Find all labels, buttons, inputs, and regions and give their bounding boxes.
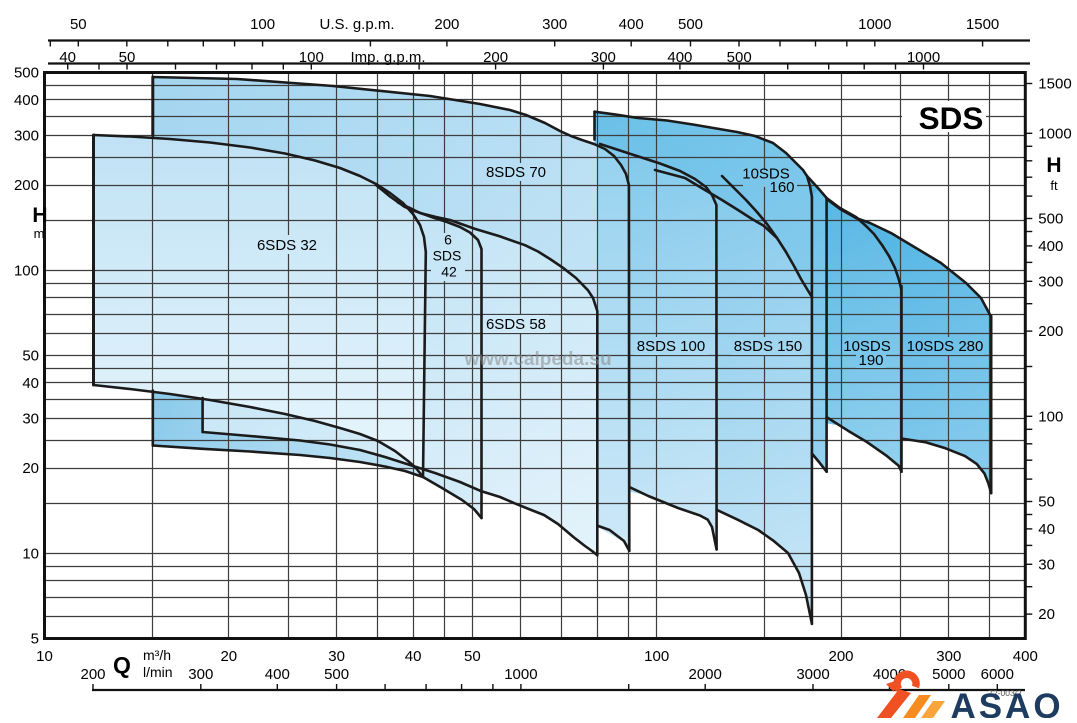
svg-text:400: 400 — [619, 16, 644, 33]
svg-text:1500: 1500 — [1038, 76, 1071, 93]
svg-text:40: 40 — [59, 49, 76, 66]
svg-text:400: 400 — [667, 49, 692, 66]
svg-text:400: 400 — [14, 92, 39, 109]
svg-text:200: 200 — [1038, 323, 1063, 340]
svg-text:40: 40 — [405, 648, 422, 665]
svg-text:50: 50 — [22, 348, 39, 365]
svg-text:400: 400 — [1013, 648, 1038, 665]
svg-text:H: H — [32, 204, 47, 227]
svg-text:400: 400 — [1038, 238, 1063, 255]
svg-text:500: 500 — [324, 666, 349, 683]
svg-text:30: 30 — [328, 648, 345, 665]
svg-text:100: 100 — [1038, 408, 1063, 425]
svg-text:1000: 1000 — [1038, 125, 1071, 142]
svg-text:72-003/2: 72-003/2 — [988, 688, 1022, 698]
svg-text:30: 30 — [22, 410, 39, 427]
svg-text:190: 190 — [858, 352, 883, 369]
svg-text:m³/h: m³/h — [143, 647, 171, 663]
svg-text:500: 500 — [1038, 211, 1063, 228]
svg-text:200: 200 — [483, 49, 508, 66]
svg-text:6000: 6000 — [981, 666, 1014, 683]
svg-text:6: 6 — [444, 232, 452, 248]
svg-text:8SDS 100: 8SDS 100 — [637, 338, 705, 355]
svg-text:1000: 1000 — [858, 16, 891, 33]
svg-text:100: 100 — [299, 49, 324, 66]
svg-text:200: 200 — [434, 16, 459, 33]
svg-text:U.S. g.p.m.: U.S. g.p.m. — [319, 16, 394, 33]
svg-text:500: 500 — [14, 65, 39, 82]
svg-text:1500: 1500 — [966, 16, 999, 33]
svg-text:SDS: SDS — [433, 248, 462, 264]
svg-text:50: 50 — [464, 648, 481, 665]
svg-text:1000: 1000 — [907, 49, 940, 66]
svg-text:50: 50 — [119, 49, 136, 66]
svg-text:100: 100 — [644, 648, 669, 665]
svg-text:20: 20 — [1038, 606, 1055, 623]
svg-text:Imp. g.p.m.: Imp. g.p.m. — [350, 49, 425, 66]
svg-text:ft: ft — [1050, 178, 1058, 193]
svg-text:H: H — [1046, 154, 1061, 177]
svg-text:50: 50 — [70, 16, 87, 33]
svg-text:500: 500 — [678, 16, 703, 33]
svg-text:160: 160 — [769, 179, 794, 196]
svg-text:500: 500 — [727, 49, 752, 66]
svg-text:ASAO: ASAO — [950, 687, 1063, 718]
svg-text:10: 10 — [22, 545, 39, 562]
svg-text:10: 10 — [36, 648, 53, 665]
svg-text:2000: 2000 — [689, 666, 722, 683]
svg-text:200: 200 — [828, 648, 853, 665]
svg-text:m: m — [34, 226, 45, 241]
svg-text:100: 100 — [14, 262, 39, 279]
svg-text:1000: 1000 — [504, 666, 537, 683]
svg-text:100: 100 — [250, 16, 275, 33]
svg-text:20: 20 — [220, 648, 237, 665]
svg-text:8SDS 150: 8SDS 150 — [734, 338, 802, 355]
svg-text:SDS: SDS — [919, 100, 984, 136]
svg-text:20: 20 — [22, 460, 39, 477]
svg-text:50: 50 — [1038, 494, 1055, 511]
svg-text:5: 5 — [31, 631, 39, 648]
svg-text:10SDS: 10SDS — [742, 166, 790, 183]
svg-text:10SDS: 10SDS — [843, 338, 891, 355]
svg-text:l/min: l/min — [143, 664, 173, 680]
svg-text:30: 30 — [1038, 556, 1055, 573]
svg-text:5000: 5000 — [932, 666, 965, 683]
svg-text:40: 40 — [1038, 521, 1055, 538]
svg-text:300: 300 — [591, 49, 616, 66]
svg-text:42: 42 — [441, 264, 457, 280]
svg-text:300: 300 — [14, 127, 39, 144]
svg-text:3000: 3000 — [796, 666, 829, 683]
svg-text:6SDS 32: 6SDS 32 — [257, 237, 317, 254]
svg-text:8SDS 70: 8SDS 70 — [486, 164, 546, 181]
svg-text:200: 200 — [80, 666, 105, 683]
svg-text:400: 400 — [265, 666, 290, 683]
svg-text:300: 300 — [936, 648, 961, 665]
svg-text:200: 200 — [14, 177, 39, 194]
svg-text:300: 300 — [188, 666, 213, 683]
svg-text:300: 300 — [1038, 273, 1063, 290]
svg-text:Q: Q — [113, 652, 131, 678]
svg-text:10SDS 280: 10SDS 280 — [907, 338, 984, 355]
svg-text:300: 300 — [542, 16, 567, 33]
svg-text:40: 40 — [22, 375, 39, 392]
svg-text:www.calpeda.su: www.calpeda.su — [463, 349, 611, 370]
svg-text:6SDS 58: 6SDS 58 — [486, 316, 546, 333]
